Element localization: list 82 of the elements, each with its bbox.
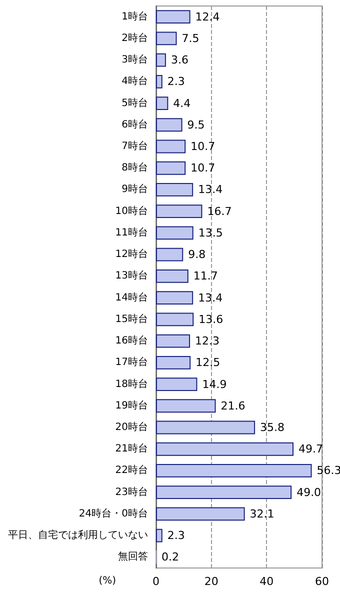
data-label: 10.7: [190, 140, 216, 153]
bar: [156, 74, 162, 88]
bar: [156, 528, 162, 542]
data-label: 12.4: [195, 10, 220, 24]
y-tick-label: 20時台: [115, 421, 148, 433]
data-label: 35.8: [260, 421, 285, 434]
data-label: 2.3: [167, 529, 185, 542]
x-axis-title: (%): [98, 576, 116, 586]
data-label: 56.3: [316, 464, 340, 478]
y-tick-label: 15時台: [115, 312, 148, 325]
bar: [156, 118, 182, 132]
y-tick-label: 13時台: [115, 270, 148, 282]
x-tick-label: 20: [204, 575, 218, 588]
y-tick-label: 平日、自宅では利用していない: [8, 529, 148, 542]
bar: [156, 356, 191, 370]
data-label: 11.7: [193, 270, 218, 283]
data-label: 10.7: [190, 162, 216, 175]
y-tick-label: 19時台: [115, 399, 148, 412]
bar: [156, 442, 294, 456]
x-tick-label: 0: [152, 575, 160, 588]
y-tick-label: 14時台: [115, 291, 148, 304]
data-label: 21.6: [220, 399, 246, 412]
data-label: 7.5: [182, 32, 200, 45]
bar: [156, 161, 186, 175]
bar: [156, 464, 312, 478]
data-label: 4.4: [173, 96, 191, 110]
y-tick-label: 5時台: [122, 96, 148, 109]
y-tick-label: 22時台: [115, 464, 148, 476]
data-label: 16.7: [207, 204, 232, 218]
data-label: 14.9: [202, 378, 227, 391]
y-tick-label: 無回答: [118, 550, 148, 563]
data-label: 13.4: [198, 291, 223, 304]
bar: [156, 204, 202, 218]
data-label: 49.7: [298, 442, 324, 456]
data-label: 13.4: [198, 183, 223, 196]
y-tick-label: 17時台: [115, 356, 148, 368]
bar: [156, 10, 190, 24]
y-tick-label: 8時台: [122, 162, 148, 174]
y-tick-label: 24時台・0時台: [78, 507, 148, 520]
data-label: 12.5: [196, 356, 220, 370]
y-tick-label: 4時台: [122, 75, 148, 88]
data-label: 32.1: [250, 507, 274, 520]
y-tick-label: 23時台: [115, 486, 148, 498]
y-tick-label: 12時台: [115, 248, 148, 260]
y-tick-label: 1時台: [122, 10, 148, 22]
y-tick-label: 2時台: [122, 32, 148, 44]
y-tick-label: 6時台: [122, 118, 148, 130]
bar: [156, 486, 292, 500]
bar: [156, 334, 190, 348]
bar: [156, 53, 166, 67]
bar: [156, 248, 184, 262]
bar: [156, 399, 216, 413]
bar: [156, 291, 194, 305]
data-label: 13.5: [198, 226, 223, 240]
y-tick-label: 11時台: [115, 226, 148, 238]
bar: [156, 312, 194, 326]
bar: [156, 269, 188, 283]
data-label: 9.5: [187, 118, 205, 132]
y-tick-label: 7時台: [122, 140, 148, 152]
y-tick-label: 9時台: [122, 183, 148, 196]
x-tick-label: 40: [260, 575, 274, 588]
bar: [156, 507, 245, 521]
bar: [156, 96, 168, 110]
data-label: 49.0: [296, 486, 322, 499]
bar: [156, 140, 186, 154]
x-tick-label: 60: [315, 575, 329, 588]
bar: [156, 32, 177, 46]
data-label: 3.6: [170, 54, 188, 67]
y-tick-label: 16時台: [115, 334, 148, 347]
bar: [156, 183, 194, 196]
y-tick-label: 3時台: [122, 54, 148, 66]
bar: [156, 378, 198, 391]
bar: [156, 226, 194, 240]
y-tick-label: 21時台: [115, 442, 148, 455]
y-tick-label: 18時台: [115, 378, 148, 390]
data-label: 9.8: [188, 248, 206, 262]
data-label: 12.3: [195, 334, 220, 348]
y-tick-label: 10時台: [115, 204, 148, 217]
data-label: 2.3: [167, 75, 185, 88]
data-label: 0.2: [162, 550, 180, 564]
data-label: 13.6: [198, 312, 224, 326]
bar: [156, 420, 256, 434]
